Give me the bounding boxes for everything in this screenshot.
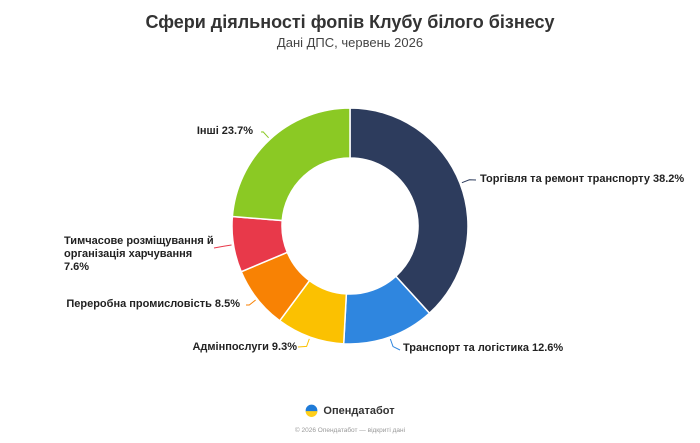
slice-label-other: Інші 23.7% <box>196 125 253 137</box>
slice-label-trade: Торгівля та ремонт транспорту 38.2% <box>480 173 685 185</box>
leader-line-trade <box>461 179 477 184</box>
footer-note: © 2026 Опендатабот — відкриті дані <box>294 427 406 434</box>
slice-label-processing: Переробна промисловість 8.5% <box>66 298 240 310</box>
leader-line-processing <box>245 299 256 306</box>
brand-name: Опендатабот <box>323 404 395 417</box>
opendatabot-logo-icon <box>306 404 318 417</box>
slice-label-admin: Адмінпослуги 9.3% <box>192 341 297 353</box>
chart-title: Сфери діяльності фопів Клубу білого бізн… <box>145 12 555 32</box>
slice-label-hospitality: Тимчасове розміщування й організація хар… <box>64 235 214 274</box>
donut-slice-other <box>231 107 351 222</box>
donut-slice-trade <box>349 107 469 315</box>
chart-subtitle: Дані ДПС, червень 2026 <box>276 35 424 50</box>
leader-line-transport <box>389 338 401 351</box>
leader-line-admin <box>297 338 310 348</box>
slice-label-hospitality-text: Тимчасове розміщування й організація хар… <box>64 235 214 273</box>
brand: Опендатабот <box>0 404 700 417</box>
leader-line-other <box>260 131 269 139</box>
slice-label-transport: Транспорт та логістика 12.6% <box>403 342 564 354</box>
leader-line-hospitality <box>213 244 232 249</box>
